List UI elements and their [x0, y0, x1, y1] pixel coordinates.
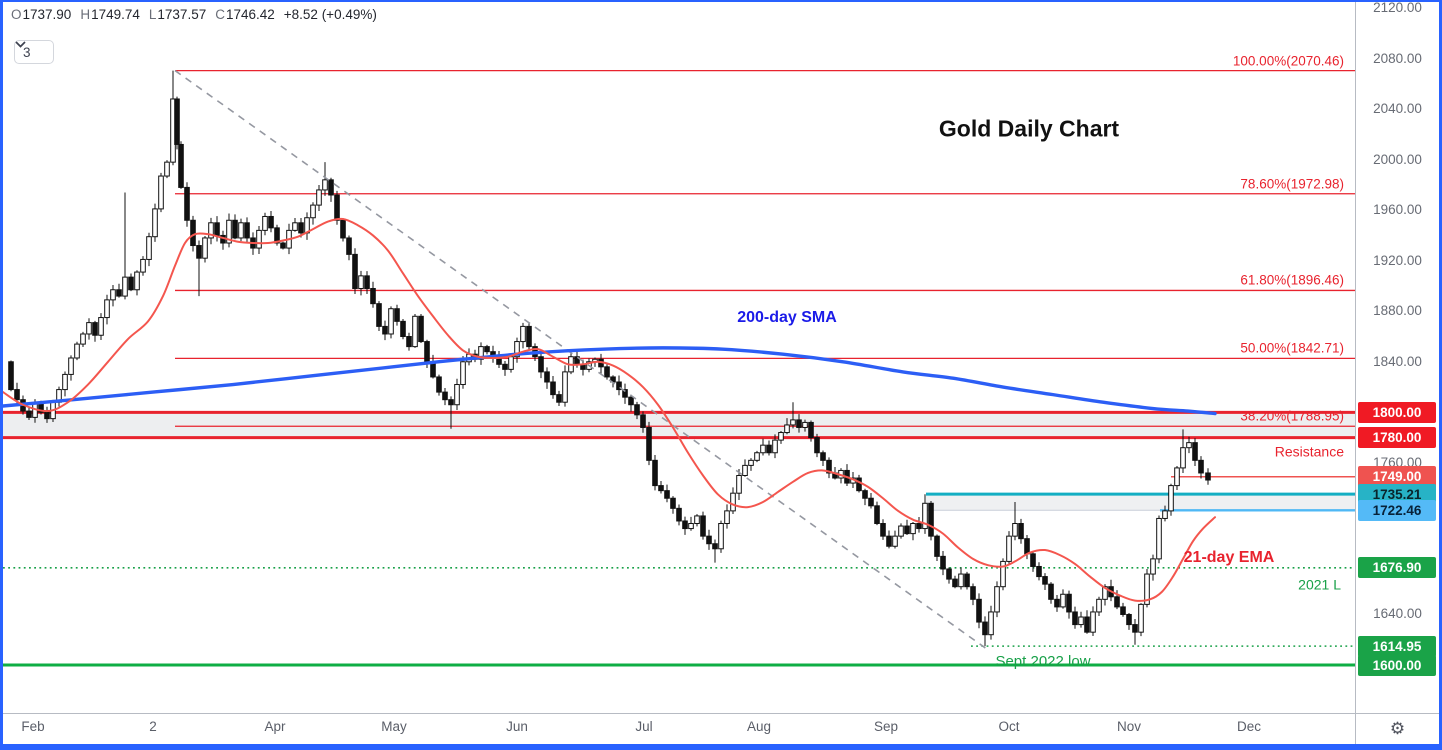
time-label-Jun: Jun	[506, 719, 528, 734]
time-label-Nov: Nov	[1116, 719, 1141, 734]
ohlc-readout: O1737.90 H1749.74 L1737.57 C1746.42 +8.52 (+…	[11, 7, 386, 22]
price-badge-1780.00: 1780.00	[1358, 427, 1436, 449]
price-axis[interactable]: 2120.00 2080.00 2040.00 2000.00 1960.00 1920.…	[1355, 2, 1439, 713]
price-badge-1614.95: 1614.95	[1358, 635, 1436, 657]
close-value: 1746.42	[225, 7, 275, 22]
support-band[interactable]	[926, 494, 1355, 511]
price-badge-1676.90: 1676.90	[1358, 557, 1436, 579]
price-tick-1840: 1840.00	[1373, 353, 1422, 369]
high-value: 1749.74	[91, 7, 140, 22]
time-label-Sep: Sep	[873, 719, 899, 734]
low-label: L	[148, 7, 157, 22]
change-value: +8.52 (+0.49%)	[283, 7, 377, 22]
ema-21-line[interactable]	[3, 217, 1216, 602]
time-label-Aug: Aug	[746, 719, 772, 734]
time-label-May: May	[381, 719, 407, 734]
gear-icon[interactable]: ⚙	[1389, 719, 1406, 738]
price-tick-2080: 2080.00	[1373, 50, 1422, 66]
price-tick-1880: 1880.00	[1373, 303, 1422, 319]
price-tick-1640: 1640.00	[1373, 606, 1422, 622]
time-label-Jul: Jul	[635, 719, 653, 734]
time-label-Dec: Dec	[1236, 719, 1261, 734]
candles-layer	[8, 70, 1211, 647]
price-badge-1735.21: 1735.21	[1358, 483, 1436, 505]
open-label: O	[11, 7, 22, 22]
close-label: C	[215, 7, 225, 22]
price-tick-1960: 1960.00	[1373, 202, 1422, 218]
price-pane[interactable]: 100.00%(2070.46) 78.60%(1972.98) 61.80%(18…	[3, 2, 1355, 713]
low-value: 1737.57	[157, 7, 207, 22]
high-label: H	[80, 7, 91, 22]
time-label-2: 2	[149, 719, 157, 734]
price-badge-1722.46: 1722.46	[1358, 499, 1436, 521]
axis-settings-corner: ⚙	[1355, 713, 1439, 744]
downtrend-line[interactable]	[174, 69, 989, 651]
time-label-Feb: Feb	[21, 719, 45, 734]
price-tick-1760: 1760.00	[1373, 454, 1422, 470]
price-tick-2040: 2040.00	[1373, 101, 1422, 117]
chevron-down-icon	[15, 41, 26, 48]
candles-count-dropdown[interactable]: 3	[14, 40, 54, 64]
price-badge-1800.00: 1800.00	[1358, 401, 1436, 423]
open-value: 1737.90	[22, 7, 72, 22]
price-badge-1600.00: 1600.00	[1358, 654, 1436, 676]
price-tick-2120: 2120.00	[1373, 0, 1422, 15]
sma-200-line[interactable]	[3, 346, 1217, 416]
candlestick-plot	[3, 69, 1355, 667]
price-badge-1749.00: 1749.00	[1358, 466, 1436, 488]
price-tick-2000: 2000.00	[1373, 151, 1422, 167]
resistance-zone[interactable]	[3, 410, 1355, 440]
time-label-Oct: Oct	[998, 719, 1020, 734]
price-tick-1920: 1920.00	[1373, 252, 1422, 268]
dropdown-value: 3	[23, 44, 31, 60]
time-axis[interactable]: Feb 2 Apr May Jun Jul Aug Sep Oct Nov Dec	[3, 713, 1355, 744]
time-label-Apr: Apr	[264, 719, 286, 734]
